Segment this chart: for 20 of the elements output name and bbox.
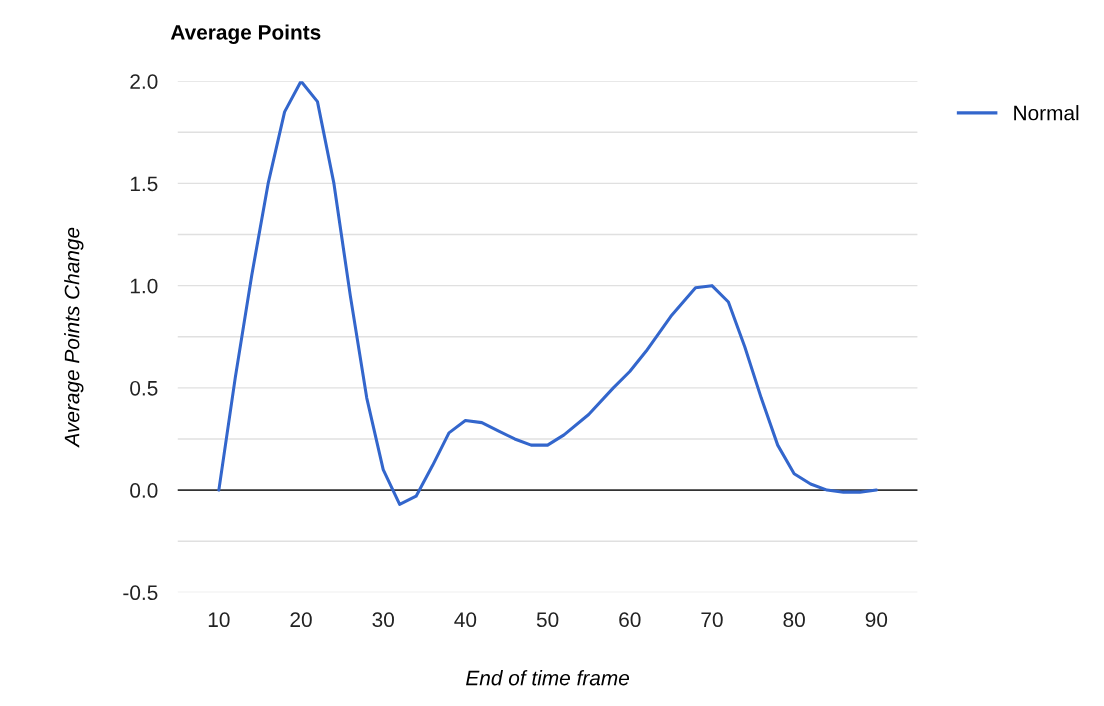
x-tick-label: 70 (701, 612, 723, 628)
x-tick-label: 80 (783, 612, 805, 628)
y-tick-label: 0.0 (130, 483, 158, 498)
x-tick-label: 30 (372, 612, 394, 628)
x-tick-label: 40 (454, 612, 477, 628)
y-tick-label: 1.5 (130, 176, 158, 192)
x-tick-label: 90 (865, 612, 888, 628)
chart-title: Average Points (170, 24, 321, 44)
x-tick-label: 50 (536, 612, 559, 628)
y-tick-label: -0.5 (123, 585, 158, 601)
y-axis-title: Average Points Change (64, 227, 84, 448)
y-tick-label: 0.5 (130, 380, 158, 396)
line-series (217, 81, 878, 506)
legend-label: Normal (1014, 105, 1079, 121)
x-tick-label: 60 (619, 612, 641, 628)
y-tick-label: 2.0 (130, 74, 158, 89)
x-axis-title: End of time frame (466, 670, 630, 686)
x-tick-label: 10 (208, 612, 230, 628)
y-tick-label: 1.0 (130, 278, 158, 294)
x-tick-label: 20 (290, 612, 312, 628)
